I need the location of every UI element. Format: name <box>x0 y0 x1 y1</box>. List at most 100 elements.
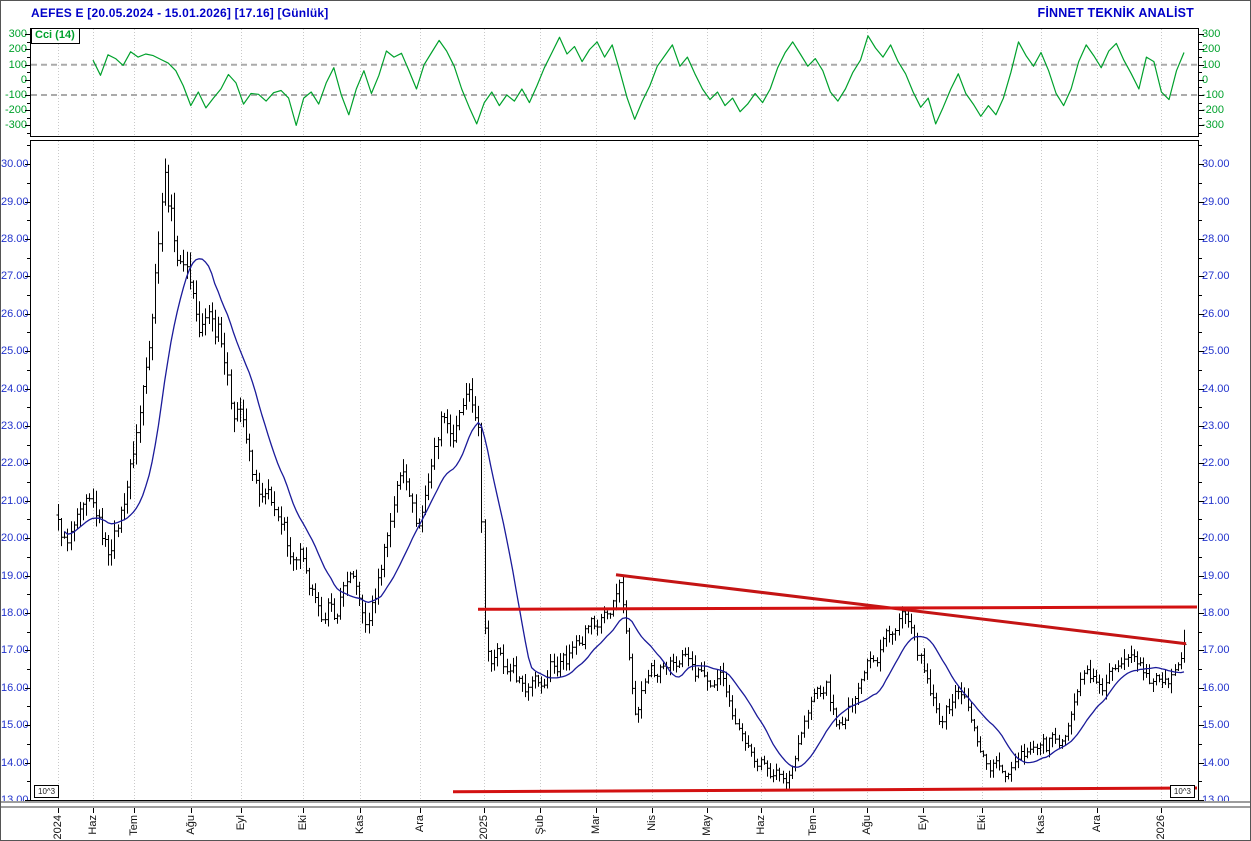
axis-minor-tick <box>27 41 30 43</box>
axis-minor-tick <box>1199 72 1202 74</box>
axis-tick <box>1199 463 1204 465</box>
price-axis-label: 28.00 <box>1 232 29 245</box>
axis-tick <box>25 313 30 315</box>
x-axis-label: 2025 <box>478 815 490 840</box>
axis-minor-tick <box>1199 369 1202 371</box>
cci-line <box>92 35 1185 127</box>
axis-tick <box>1199 687 1204 689</box>
horizontal-scrollbar[interactable] <box>1 801 1250 808</box>
axis-tick <box>25 351 30 353</box>
axis-tick <box>1199 313 1204 315</box>
axis-minor-tick <box>1199 295 1202 297</box>
axis-minor-tick <box>27 444 30 446</box>
x-axis-tick <box>58 808 59 813</box>
axis-tick <box>1199 110 1204 112</box>
x-axis-label: Ağu <box>185 815 197 835</box>
price-axis-label: 21.00 <box>1202 494 1230 507</box>
cci-axis-label: -300 <box>4 119 27 132</box>
x-axis-tick <box>1097 808 1098 813</box>
axis-minor-tick <box>1199 407 1202 409</box>
x-axis-label: Kas <box>354 815 366 834</box>
x-axis-tick <box>134 808 135 813</box>
price-axis-label: 16.00 <box>1 681 29 694</box>
axis-minor-tick <box>27 631 30 633</box>
axis-minor-tick <box>27 556 30 558</box>
cci-axis-label: 0 <box>20 73 27 86</box>
axis-tick <box>1199 351 1204 353</box>
x-axis-label: Ara <box>1091 815 1103 833</box>
axis-minor-tick <box>27 72 30 74</box>
axis-tick <box>25 687 30 689</box>
axis-minor-tick <box>1199 57 1202 59</box>
axis-tick <box>25 49 30 51</box>
price-axis-label: 24.00 <box>1 382 29 395</box>
price-axis-label: 28.00 <box>1202 232 1230 245</box>
moving-average-line <box>63 258 1185 768</box>
trendline-horizontal-resistance <box>477 605 1198 611</box>
x-axis-label: Eki <box>297 815 309 831</box>
cci-axis-label: -200 <box>1202 104 1225 117</box>
axis-tick <box>25 612 30 614</box>
price-axis-label: 19.00 <box>1202 569 1230 582</box>
axis-tick <box>25 425 30 427</box>
x-axis-tick <box>420 808 421 813</box>
axis-tick <box>25 500 30 502</box>
axis-minor-tick <box>27 182 30 184</box>
axis-minor-tick <box>27 781 30 783</box>
axis-tick <box>25 201 30 203</box>
axis-minor-tick <box>1199 102 1202 104</box>
cci-axis-label: -200 <box>4 104 27 117</box>
axis-tick <box>25 276 30 278</box>
axis-tick <box>25 388 30 390</box>
cci-chart <box>31 29 1198 136</box>
price-axis-label: 14.00 <box>1 756 29 769</box>
axis-tick <box>25 34 30 36</box>
axis-minor-tick <box>27 332 30 334</box>
axis-minor-tick <box>1199 132 1202 134</box>
axis-minor-tick <box>27 594 30 596</box>
price-axis-label: 15.00 <box>1202 719 1230 732</box>
x-axis-tick <box>1041 808 1042 813</box>
x-axis-tick <box>707 808 708 813</box>
axis-minor-tick <box>1199 444 1202 446</box>
price-axis-label: 20.00 <box>1 532 29 545</box>
x-axis-tick <box>813 808 814 813</box>
axis-minor-tick <box>1199 519 1202 521</box>
price-axis-label: 14.00 <box>1202 756 1230 769</box>
cci-axis-label: 200 <box>8 43 27 56</box>
x-axis-label: Tem <box>807 815 819 836</box>
price-axis-label: 25.00 <box>1202 345 1230 358</box>
axis-minor-tick <box>1199 220 1202 222</box>
axis-minor-tick <box>27 706 30 708</box>
axis-tick <box>1199 500 1204 502</box>
axis-minor-tick <box>27 295 30 297</box>
axis-minor-tick <box>1199 482 1202 484</box>
x-axis-tick <box>596 808 597 813</box>
x-axis-label: Ara <box>414 815 426 833</box>
price-axis-label: 30.00 <box>1 158 29 171</box>
x-axis-tick <box>540 808 541 813</box>
axis-tick <box>25 538 30 540</box>
x-axis-label: May <box>701 815 713 836</box>
volume-scale-note: 10^3 <box>1169 785 1195 798</box>
x-axis-label: Eyl <box>917 815 929 831</box>
price-axis-label: 26.00 <box>1202 307 1230 320</box>
x-axis-label: Eki <box>976 815 988 831</box>
cci-axis-label: 100 <box>8 58 27 71</box>
price-axis-label: 23.00 <box>1 419 29 432</box>
cci-axis-label: 100 <box>1202 58 1221 71</box>
cci-indicator-panel: Cci (14) <box>30 28 1199 137</box>
axis-tick <box>25 125 30 127</box>
trendline-horizontal-support <box>452 786 1198 794</box>
x-axis-label: Tem <box>128 815 140 836</box>
price-axis-label: 26.00 <box>1 307 29 320</box>
x-axis-tick <box>982 808 983 813</box>
axis-minor-tick <box>1199 182 1202 184</box>
axis-tick <box>1199 79 1204 81</box>
price-axis-label: 25.00 <box>1 345 29 358</box>
price-axis-label: 17.00 <box>1 644 29 657</box>
price-axis-label: 17.00 <box>1202 644 1230 657</box>
ohlc-bars <box>56 158 1187 791</box>
axis-minor-tick <box>1199 743 1202 745</box>
axis-tick <box>1199 575 1204 577</box>
